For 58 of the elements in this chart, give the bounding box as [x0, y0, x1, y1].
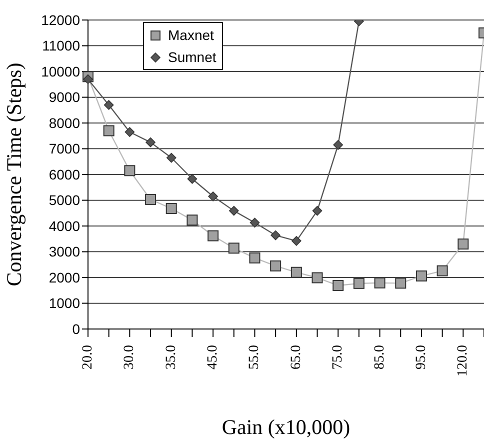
- point: [83, 74, 93, 84]
- legend-label: Sumnet: [168, 48, 216, 67]
- point: [312, 206, 322, 216]
- x-tick-label: 120.0: [456, 345, 471, 376]
- y-tick-label: 12000: [41, 12, 80, 28]
- point: [458, 238, 469, 250]
- y-tick-label: 5000: [48, 192, 80, 208]
- y-tick-label: 11000: [42, 38, 80, 54]
- y-tick-label: 6000: [48, 166, 80, 182]
- point: [145, 194, 156, 205]
- x-tick-label: 95.0: [414, 345, 429, 370]
- x-tick-label: 75.0: [330, 345, 346, 370]
- y-tick-label: 10000: [41, 63, 80, 80]
- y-tick-label: 2000: [48, 269, 80, 286]
- y-tick-label: 9000: [48, 89, 80, 106]
- legend-label: Maxnet: [168, 26, 214, 45]
- point: [166, 152, 176, 163]
- point: [104, 100, 114, 110]
- point: [416, 270, 427, 282]
- x-tick-label: 85.0: [372, 345, 388, 370]
- point: [436, 265, 448, 276]
- point: [270, 260, 282, 272]
- y-tick-label: 1000: [48, 295, 80, 312]
- point: [270, 230, 280, 240]
- y-tick-label: 0: [72, 320, 80, 337]
- point: [395, 278, 406, 289]
- x-tick-label: 30.0: [122, 345, 138, 370]
- y-tick-label: 7000: [48, 140, 80, 157]
- point: [208, 230, 219, 242]
- point: [353, 278, 364, 289]
- y-tick-label: 3000: [48, 244, 80, 260]
- point: [290, 266, 302, 278]
- point: [312, 272, 323, 284]
- y-tick-label: 8000: [48, 114, 80, 131]
- point: [124, 127, 135, 137]
- point: [228, 242, 240, 254]
- point: [292, 236, 302, 246]
- y-axis-title: Convergence Time (Steps): [2, 62, 26, 286]
- point: [250, 218, 260, 228]
- x-tick-label: 45.0: [206, 345, 221, 370]
- point: [208, 191, 218, 202]
- y-tick-label: 4000: [48, 218, 80, 234]
- point: [228, 206, 239, 216]
- x-tick-label: 35.0: [164, 345, 179, 370]
- x-tick-label: 65.0: [288, 345, 304, 370]
- point: [333, 140, 344, 150]
- point: [103, 125, 114, 136]
- point: [186, 214, 198, 226]
- x-tick-label: 55.0: [247, 345, 262, 370]
- point: [166, 202, 177, 214]
- point: [332, 280, 344, 291]
- point: [249, 252, 260, 264]
- point: [374, 277, 386, 288]
- x-tick-label: 20.0: [80, 345, 96, 370]
- point: [124, 165, 136, 176]
- point: [146, 137, 156, 148]
- point: [187, 174, 198, 184]
- x-axis-title: Gain (x10,000): [222, 415, 350, 439]
